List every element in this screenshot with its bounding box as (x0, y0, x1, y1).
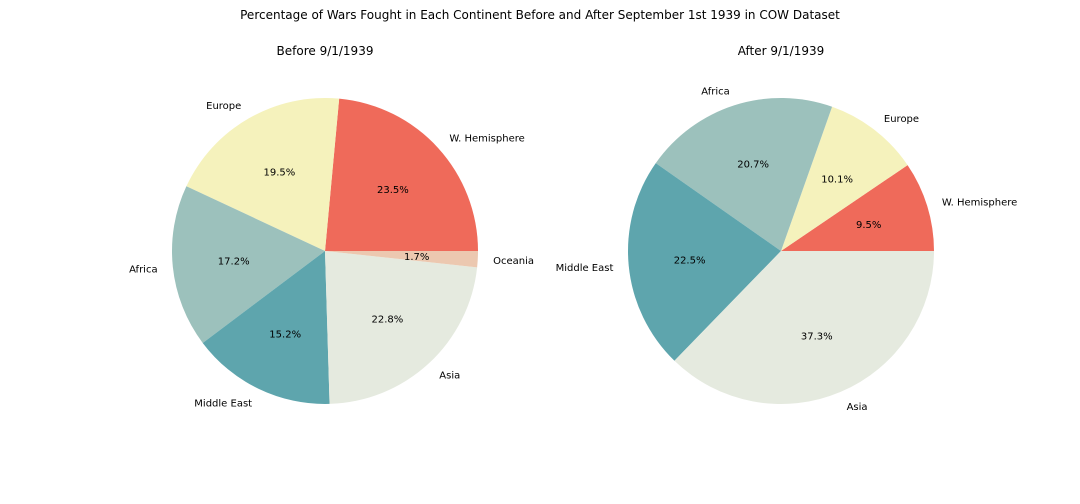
pie-slice-middle-east (202, 251, 330, 404)
pie-slice-w-hemisphere (781, 165, 934, 251)
pct-label-middle-east: 15.2% (269, 330, 301, 341)
pie-title: After 9/1/1939 (738, 44, 825, 58)
slice-label-asia: Asia (439, 371, 460, 382)
pct-label-africa: 20.7% (737, 160, 769, 171)
slice-label-europe: Europe (206, 101, 241, 112)
pie-slice-africa (655, 98, 833, 251)
pie-slice-oceania (325, 251, 478, 268)
pie-slice-asia (325, 251, 478, 404)
slice-label-middle-east: Middle East (194, 399, 252, 410)
slice-label-africa: Africa (701, 87, 730, 98)
pct-label-europe: 10.1% (821, 174, 853, 185)
slice-label-middle-east: Middle East (556, 263, 614, 274)
pie-chart-2: After 9/1/1939 W. Hemisphere 9.5% Europe 10.… (556, 44, 1018, 413)
slice-label-europe: Europe (884, 114, 919, 125)
pie-slice-asia (674, 251, 934, 404)
pie-slice-africa (172, 186, 325, 343)
pie-title: Before 9/1/1939 (277, 44, 374, 58)
slice-label-oceania: Oceania (493, 256, 534, 267)
pct-label-w-hemisphere: 9.5% (856, 220, 881, 231)
pct-label-africa: 17.2% (218, 257, 250, 268)
figure-title: Percentage of Wars Fought in Each Contin… (240, 8, 840, 22)
slice-label-asia: Asia (847, 402, 868, 413)
pct-label-oceania: 1.7% (404, 252, 429, 263)
pie-slice-europe (186, 98, 340, 251)
slice-label-w-hemisphere: W. Hemisphere (449, 134, 524, 145)
pct-label-w-hemisphere: 23.5% (377, 185, 409, 196)
pie-chart-1: Before 9/1/1939 W. Hemisphere 23.5% Europe 1… (129, 44, 534, 410)
pct-label-asia: 37.3% (801, 332, 833, 343)
pct-label-asia: 22.8% (372, 314, 404, 325)
pct-label-europe: 19.5% (264, 167, 296, 178)
slice-label-africa: Africa (129, 264, 158, 275)
slice-label-w-hemisphere: W. Hemisphere (942, 198, 1017, 209)
pie-slice-w-hemisphere (325, 98, 478, 251)
pie-slice-middle-east (628, 163, 781, 361)
pie-slice-europe (781, 106, 908, 251)
pct-label-middle-east: 22.5% (674, 256, 706, 267)
